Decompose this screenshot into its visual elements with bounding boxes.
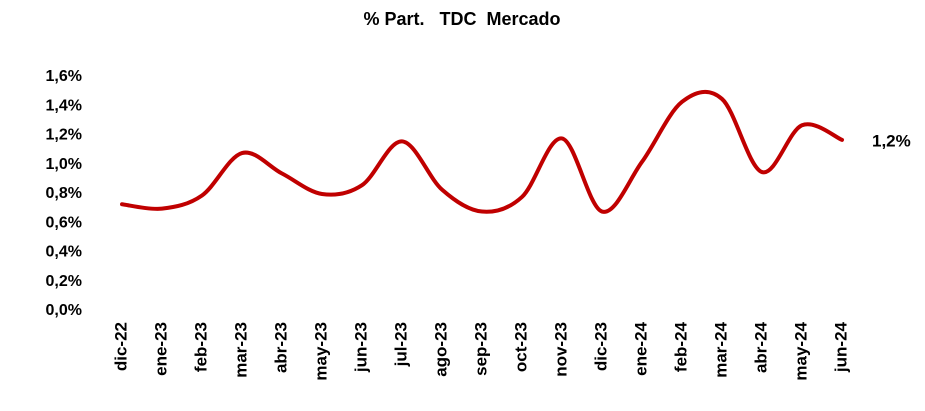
x-tick-label: may-23 — [311, 322, 330, 381]
y-tick-label: 0,0% — [46, 302, 82, 319]
x-tick-label: abr-24 — [751, 321, 770, 373]
x-tick-label: feb-23 — [191, 322, 210, 372]
data-line — [120, 89, 844, 214]
y-tick-label: 0,4% — [46, 244, 82, 261]
x-tick-label: abr-23 — [271, 322, 290, 373]
x-tick-label: may-24 — [791, 321, 810, 380]
x-tick-label: oct-23 — [511, 322, 530, 372]
x-tick-label: dic-23 — [591, 322, 610, 371]
x-tick-label: ago-23 — [431, 322, 450, 377]
y-tick-label: 0,8% — [46, 185, 82, 202]
y-tick-label: 0,6% — [46, 214, 82, 231]
x-tick-label: feb-24 — [671, 321, 690, 372]
x-tick-label: ene-24 — [631, 321, 650, 375]
y-tick-label: 0,2% — [46, 273, 82, 290]
x-tick-label: jun-23 — [351, 322, 370, 373]
chart-title: % Part. TDC Mercado — [363, 9, 560, 29]
x-tick-label: jul-23 — [391, 322, 410, 367]
y-tick-label: 1,4% — [46, 97, 82, 114]
y-tick-label: 1,2% — [46, 127, 82, 144]
x-tick-label: jun-24 — [831, 321, 850, 373]
data-label: 1,2% — [872, 131, 911, 150]
x-tick-label: mar-23 — [231, 322, 250, 378]
x-tick-label: nov-23 — [551, 322, 570, 377]
y-tick-label: 1,6% — [46, 68, 82, 85]
x-tick-label: mar-24 — [711, 321, 730, 377]
x-tick-label: ene-23 — [151, 322, 170, 376]
x-tick-label: dic-22 — [111, 322, 130, 371]
x-tick-label: sep-23 — [471, 322, 490, 376]
y-tick-label: 1,0% — [46, 156, 82, 173]
